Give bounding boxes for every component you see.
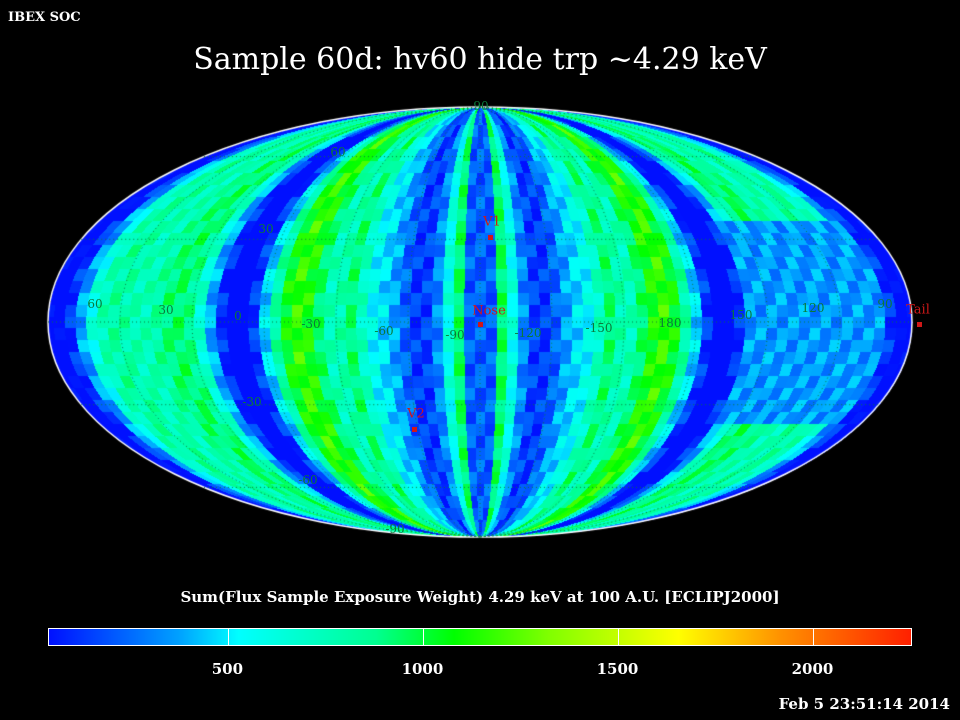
- longitude-label: -90: [445, 328, 465, 342]
- longitude-label: -150: [585, 321, 613, 335]
- colorbar-tick-label: 1500: [596, 660, 639, 678]
- latitude-label: 30: [258, 222, 274, 236]
- mollweide-sky-map: [0, 0, 960, 560]
- longitude-label: 30: [158, 303, 174, 317]
- colorbar-title: Sum(Flux Sample Exposure Weight) 4.29 ke…: [180, 588, 780, 606]
- longitude-label: -30: [301, 317, 321, 331]
- timestamp: Feb 5 23:51:14 2014: [778, 695, 950, 713]
- latitude-label: 90: [473, 99, 489, 113]
- colorbar-tick-mark: [813, 629, 815, 645]
- colorbar-tick-label: 2000: [791, 660, 834, 678]
- longitude-label: 0: [234, 309, 242, 323]
- colorbar: [48, 628, 912, 646]
- plot-title: Sample 60d: hv60 hide trp ~4.29 keV: [193, 42, 767, 77]
- marker-point: [478, 322, 483, 327]
- longitude-label: 180: [658, 316, 682, 330]
- marker-point: [917, 322, 922, 327]
- marker-label-tail: Tail: [906, 302, 930, 318]
- marker-point: [412, 427, 417, 432]
- colorbar-tick-mark: [228, 629, 230, 645]
- colorbar-tick-label: 500: [211, 660, 244, 678]
- longitude-label: -120: [514, 326, 542, 340]
- colorbar-tick-label: 1000: [401, 660, 444, 678]
- latitude-label: -30: [242, 395, 262, 409]
- colorbar-tick-mark: [423, 629, 425, 645]
- longitude-label: 150: [729, 308, 753, 322]
- latitude-label: 60: [330, 145, 346, 159]
- latitude-label: -90: [385, 522, 405, 536]
- latitude-label: -60: [298, 473, 318, 487]
- marker-point: [488, 235, 493, 240]
- marker-label-v2: V2: [407, 406, 425, 422]
- longitude-label: 120: [801, 301, 825, 315]
- longitude-label: -60: [374, 324, 394, 338]
- longitude-label: 90: [877, 297, 893, 311]
- longitude-label: 60: [87, 297, 103, 311]
- marker-label-nose: Nose: [472, 303, 506, 319]
- org-label: IBEX SOC: [8, 10, 81, 25]
- colorbar-tick-mark: [618, 629, 620, 645]
- marker-label-v1: V1: [483, 214, 501, 230]
